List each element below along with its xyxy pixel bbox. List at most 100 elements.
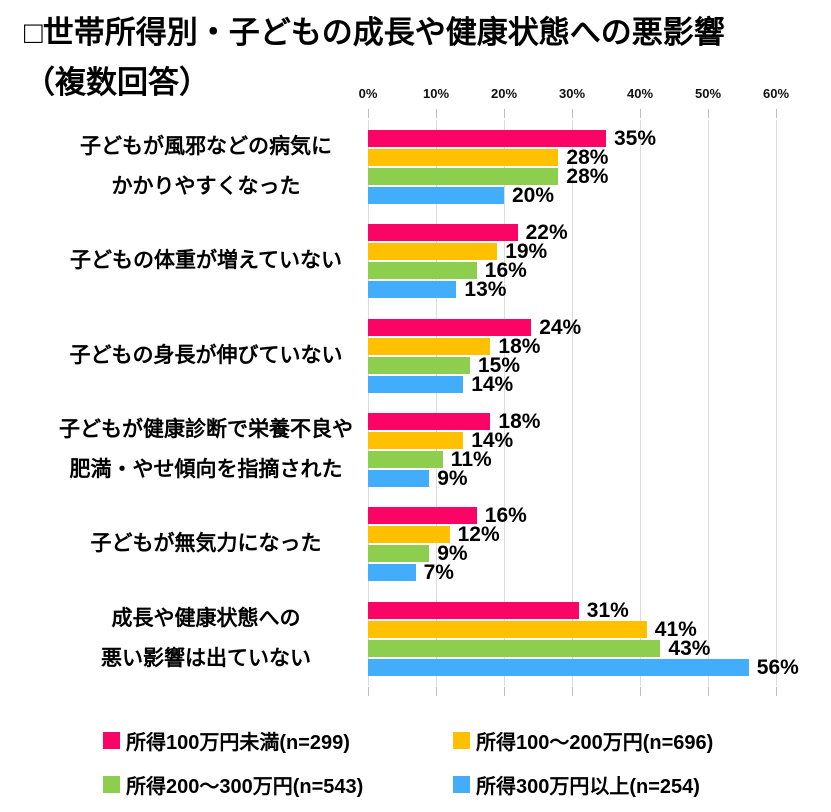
category-group: 成長や健康状態への 悪い影響は出ていない 31% 41% 43% 56% (0, 592, 831, 686)
bar-set: 22% 19% 16% 13% (368, 221, 568, 300)
bar-row: 9% (368, 468, 540, 489)
bar-value-label: 18% (498, 334, 541, 358)
legend-item-1: 所得100～200万円(n=696) (453, 726, 783, 755)
gridline (368, 120, 369, 686)
category-label-line: 子どもの体重が増えていない (70, 249, 342, 273)
bar-set: 18% 14% 11% 9% (368, 410, 541, 489)
bar-value-label: 15% (478, 353, 521, 377)
bar-value-label: 35% (614, 127, 657, 151)
x-axis-tick-label: 10% (422, 86, 450, 101)
legend-label: 所得200～300万円(n=543) (126, 776, 364, 798)
bar-value-label: 14% (471, 429, 514, 453)
bar-value-label: 19% (505, 240, 548, 264)
bar-row: 13% (368, 279, 568, 300)
chart-title-line-2: （複数回答） (24, 65, 210, 100)
x-axis-tick-bottom (776, 687, 777, 696)
bar-row: 24% (368, 315, 582, 339)
bar-value-label: 7% (423, 561, 454, 585)
bar-row: 9% (368, 542, 527, 566)
x-axis-tick-top (708, 109, 709, 118)
legend-swatch (103, 776, 120, 793)
category-label-line: 子どもの身長が伸びていない (69, 343, 343, 367)
gridline (436, 120, 437, 686)
x-axis-tick-label: 60% (762, 86, 790, 101)
bar-row: 16% (368, 505, 527, 526)
chart-title-line-1: □世帯所得別・子どもの成長や健康状態への悪影響 (24, 15, 725, 50)
bar-series-3 (368, 564, 416, 582)
bar-series-1 (368, 243, 498, 261)
bar-series-1 (368, 337, 491, 355)
bar-value-label: 24% (539, 315, 582, 339)
bar-row: 7% (368, 561, 527, 585)
category-label-line: 成長や健康状態への (111, 606, 301, 630)
bar-value-label: 20% (512, 184, 555, 208)
bar-series-0 (368, 413, 491, 431)
chart-title: □世帯所得別・子どもの成長や健康状態への悪影響 （複数回答） (24, 8, 725, 108)
category-label-line: かかりやすくなった (111, 175, 301, 199)
gridline (776, 120, 777, 686)
bar-row: 41% (368, 617, 799, 641)
legend-label: 所得100万円未満(n=299) (126, 732, 350, 754)
bar-series-0 (368, 601, 579, 619)
category-group: 子どもの身長が伸びていない 24% 18% 15% 14% (0, 309, 831, 403)
bar-value-label: 14% (471, 372, 514, 396)
bar-series-1 (368, 620, 647, 638)
bar-row: 28% (368, 166, 656, 187)
bar-value-label: 41% (654, 617, 697, 641)
bar-series-2 (368, 639, 661, 657)
bar-series-2 (368, 451, 443, 469)
bar-value-label: 9% (437, 542, 468, 566)
bar-set: 16% 12% 9% 7% (368, 505, 527, 585)
bar-value-label: 31% (586, 598, 629, 622)
bar-value-label: 28% (566, 146, 609, 170)
category-label-line: 子どもが無気力になった (90, 532, 322, 556)
gridline (572, 120, 573, 686)
legend-item-3: 所得300万円以上(n=254) (453, 770, 783, 799)
category-label: 子どもが無気力になった (45, 524, 367, 564)
x-axis-tick-bottom (708, 687, 709, 696)
bar-row: 11% (368, 448, 540, 472)
legend-swatch (103, 732, 120, 749)
category-label: 成長や健康状態への 悪い影響は出ていない (45, 599, 367, 679)
bar-row: 18% (368, 410, 541, 434)
x-axis-tick-label: 30% (558, 86, 586, 101)
bar-series-0 (368, 130, 606, 148)
x-axis-tick-bottom (436, 687, 437, 696)
bar-series-3 (368, 281, 457, 299)
bar-series-3 (368, 658, 749, 676)
bar-series-2 (368, 356, 470, 374)
category-label: 子どもが風邪などの病気に かかりやすくなった (45, 127, 367, 207)
x-axis-tick-bottom (640, 687, 641, 696)
x-axis-tick-top (640, 109, 641, 118)
x-axis-tick-top (368, 109, 369, 118)
x-axis-tick-top (504, 109, 505, 118)
legend-label: 所得300万円以上(n=254) (476, 776, 700, 798)
bar-series-3 (368, 470, 430, 488)
category-label: 子どもの体重が増えていない (45, 241, 367, 281)
plot-area: 子どもが風邪などの病気に かかりやすくなった 35% 28% 28% 20% 子どもの体重が… (0, 120, 831, 686)
bar-row: 28% (368, 146, 656, 170)
bar-series-2 (368, 168, 559, 186)
bar-value-label: 18% (498, 410, 541, 434)
bar-row: 12% (368, 523, 527, 547)
bar-series-3 (368, 187, 504, 205)
category-group: 子どもの体重が増えていない 22% 19% 16% 13% (0, 214, 831, 308)
bar-series-0 (368, 507, 477, 525)
bar-row: 14% (368, 429, 540, 453)
bar-row: 31% (368, 598, 799, 622)
bar-set: 31% 41% 43% 56% (368, 598, 799, 678)
bar-set: 24% 18% 15% 14% (368, 315, 582, 396)
bar-series-2 (368, 262, 477, 280)
bar-value-label: 12% (457, 523, 500, 547)
category-group: 子どもが無気力になった 16% 12% 9% 7% (0, 497, 831, 591)
gridline (504, 120, 505, 686)
bar-value-label: 11% (450, 448, 492, 472)
legend: 所得100万円未満(n=299) 所得100～200万円(n=696) 所得200～… (103, 726, 783, 799)
bar-series-0 (368, 318, 532, 336)
bar-row: 15% (368, 353, 581, 377)
bar-series-3 (368, 375, 464, 393)
bar-row: 18% (368, 334, 581, 358)
bar-value-label: 16% (484, 259, 527, 283)
x-axis-tick-top (572, 109, 573, 118)
bar-value-label: 22% (525, 221, 568, 245)
